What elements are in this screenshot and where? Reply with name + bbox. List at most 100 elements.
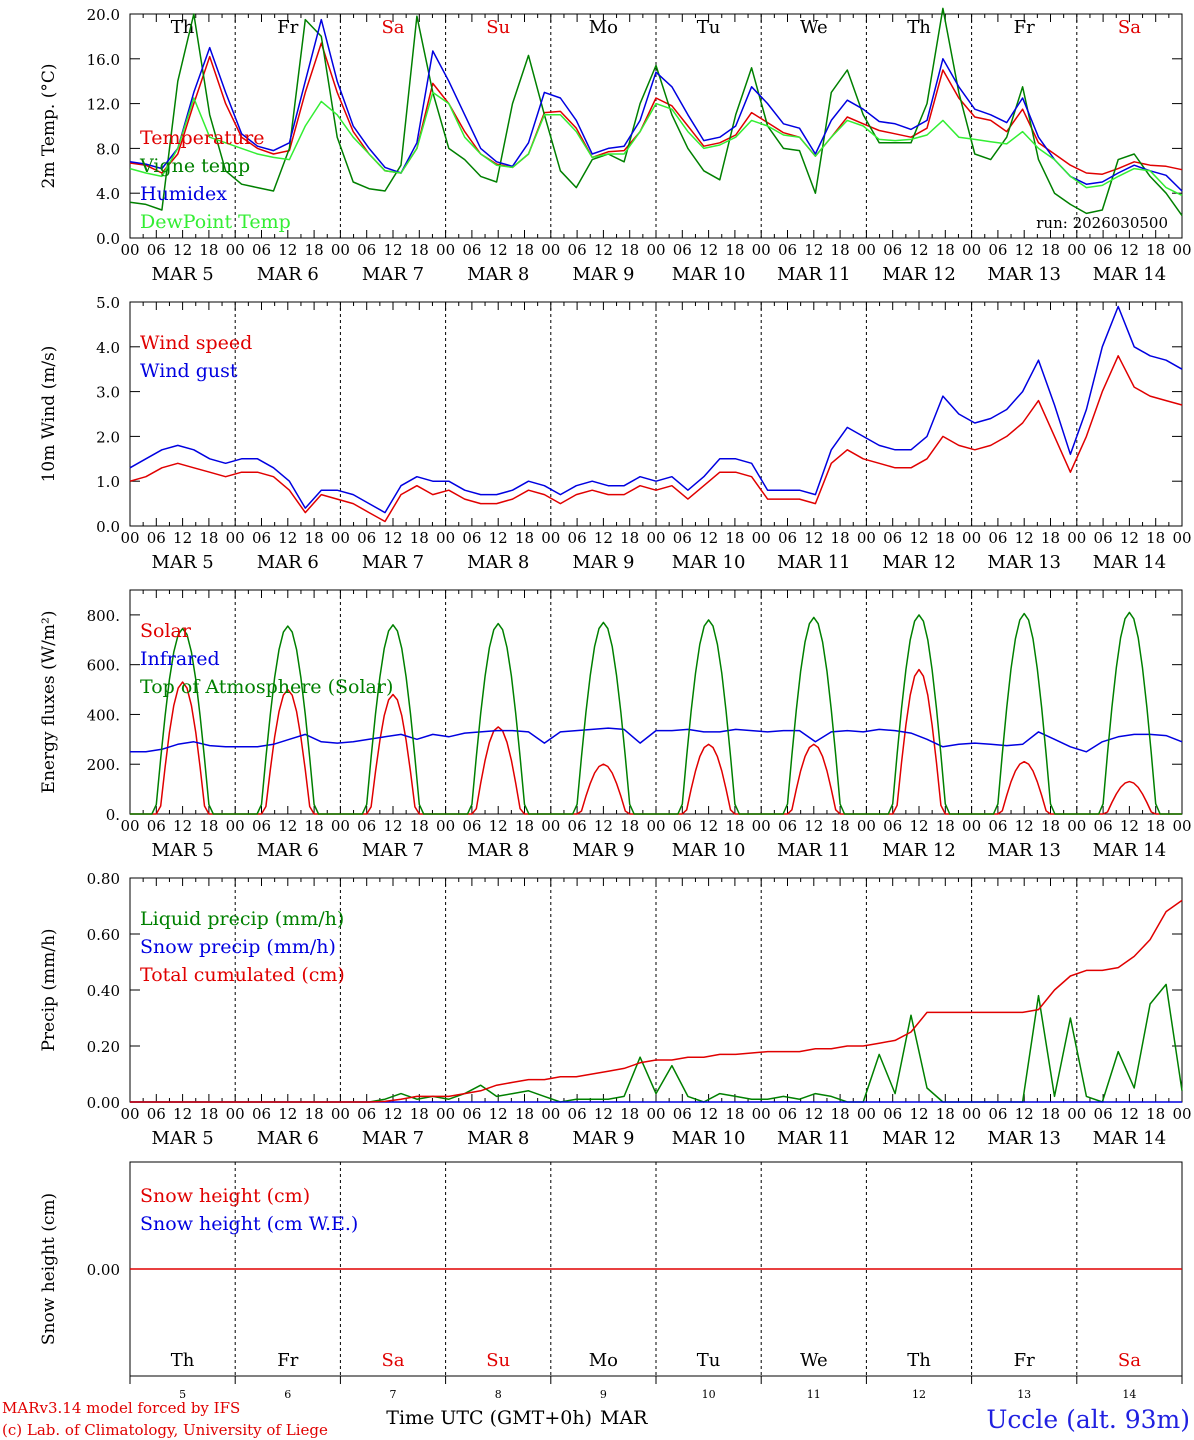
hour-tick-label: 12 [699,817,718,835]
date-label: MAR 6 [257,1128,319,1149]
y-tick-label: 8.0 [96,140,120,158]
hour-tick-label: 18 [199,241,218,259]
y-axis-label: 2m Temp. (°C) [39,63,59,188]
date-label: MAR 9 [572,1128,634,1149]
hour-tick-label: 06 [883,529,902,547]
date-label: MAR 5 [152,840,214,861]
day-number-label: 10 [702,1388,716,1401]
date-label: MAR 10 [672,840,746,861]
hour-tick-label: 18 [831,529,850,547]
date-label: MAR 12 [882,552,956,573]
plot-frame [129,13,1183,239]
hour-tick-label: 18 [620,817,639,835]
footer-model-credit: MARv3.14 model forced by IFS [2,1399,240,1417]
hour-tick-label: 00 [857,241,876,259]
date-label: MAR 8 [467,840,529,861]
y-tick-label: 0.00 [87,1094,120,1112]
hour-tick-label: 06 [252,1105,271,1123]
hour-tick-label: 00 [541,241,560,259]
y-tick-label: 0.40 [87,982,120,1000]
date-label: MAR 10 [672,264,746,285]
plot-frame [129,589,1183,815]
hour-tick-label: 06 [673,241,692,259]
hour-tick-label: 06 [988,1105,1007,1123]
y-tick-label: 0.00 [87,1261,120,1279]
hour-tick-label: 18 [305,817,324,835]
series-line-humidex [129,18,1183,192]
hour-tick-label: 00 [226,817,245,835]
hour-tick-label: 00 [120,1105,139,1123]
weekday-label: Sa [1118,1350,1141,1371]
hour-tick-label: 12 [594,1105,613,1123]
hour-tick-label: 12 [278,817,297,835]
series-line-total-cumulated-cm- [130,899,1183,1103]
y-tick-label: 0.60 [87,926,120,944]
hour-tick-label: 18 [410,529,429,547]
hour-tick-label: 00 [1172,817,1191,835]
date-label: MAR 7 [362,264,424,285]
date-label: MAR 12 [882,840,956,861]
hour-tick-label: 06 [988,817,1007,835]
date-label: MAR 7 [362,840,424,861]
date-label: MAR 11 [777,264,851,285]
hour-tick-label: 06 [357,817,376,835]
hour-tick-label: 06 [673,1105,692,1123]
hour-tick-label: 12 [804,1105,823,1123]
series-line-wind-gust [129,305,1183,514]
date-label: MAR 9 [572,840,634,861]
y-tick-label: 200. [87,756,120,774]
series-line-vigne-temp [129,7,1183,217]
hour-tick-label: 12 [173,241,192,259]
legend-entry: Snow precip (mm/h) [140,936,336,958]
weekday-label: Sa [1118,17,1141,38]
y-axis-label: 10m Wind (m/s) [39,346,59,483]
hour-tick-label: 00 [646,529,665,547]
hour-tick-label: 12 [383,241,402,259]
hour-tick-label: 18 [515,241,534,259]
hour-tick-label: 18 [831,1105,850,1123]
hour-tick-label: 06 [462,1105,481,1123]
hour-tick-label: 06 [357,241,376,259]
hour-tick-label: 12 [489,1105,508,1123]
hour-tick-label: 06 [988,241,1007,259]
hour-tick-label: 12 [1120,1105,1139,1123]
y-tick-label: 12.0 [87,96,120,114]
weekday-label: Fr [1014,17,1035,38]
weekday-label: Th [907,17,931,38]
hour-tick-label: 00 [226,1105,245,1123]
hour-tick-label: 00 [1067,529,1086,547]
legend-entry: Snow height (cm W.E.) [140,1213,358,1235]
hour-tick-label: 12 [1015,241,1034,259]
hour-tick-label: 12 [1015,529,1034,547]
hour-tick-label: 18 [1041,1105,1060,1123]
hour-tick-label: 12 [383,1105,402,1123]
series-line-top-of-atmosphere-solar- [130,611,1182,815]
date-label: MAR 14 [1093,840,1167,861]
hour-tick-label: 00 [752,817,771,835]
plot-frame [129,301,1183,527]
hour-tick-label: 18 [1146,1105,1165,1123]
hour-tick-label: 18 [1146,817,1165,835]
hour-tick-label: 00 [857,817,876,835]
hour-tick-label: 18 [199,1105,218,1123]
date-label: MAR 8 [467,1128,529,1149]
x-axis-title: Time UTC (GMT+0h) [386,1407,592,1429]
hour-tick-label: 18 [1041,241,1060,259]
legend-entry: Temperature [140,127,264,149]
hour-tick-label: 18 [410,817,429,835]
legend-entry: Top of Atmosphere (Solar) [140,676,393,698]
hour-tick-label: 18 [1146,529,1165,547]
hour-tick-label: 12 [383,529,402,547]
hour-tick-label: 06 [883,817,902,835]
hour-tick-label: 12 [909,1105,928,1123]
hour-tick-label: 12 [1120,241,1139,259]
hour-tick-label: 06 [988,529,1007,547]
hour-tick-label: 12 [1015,1105,1034,1123]
hour-tick-label: 12 [804,241,823,259]
hour-tick-label: 06 [568,241,587,259]
hour-tick-label: 06 [252,817,271,835]
hour-tick-label: 00 [752,241,771,259]
legend-entry: Snow height (cm) [140,1185,310,1207]
hour-tick-label: 18 [515,529,534,547]
